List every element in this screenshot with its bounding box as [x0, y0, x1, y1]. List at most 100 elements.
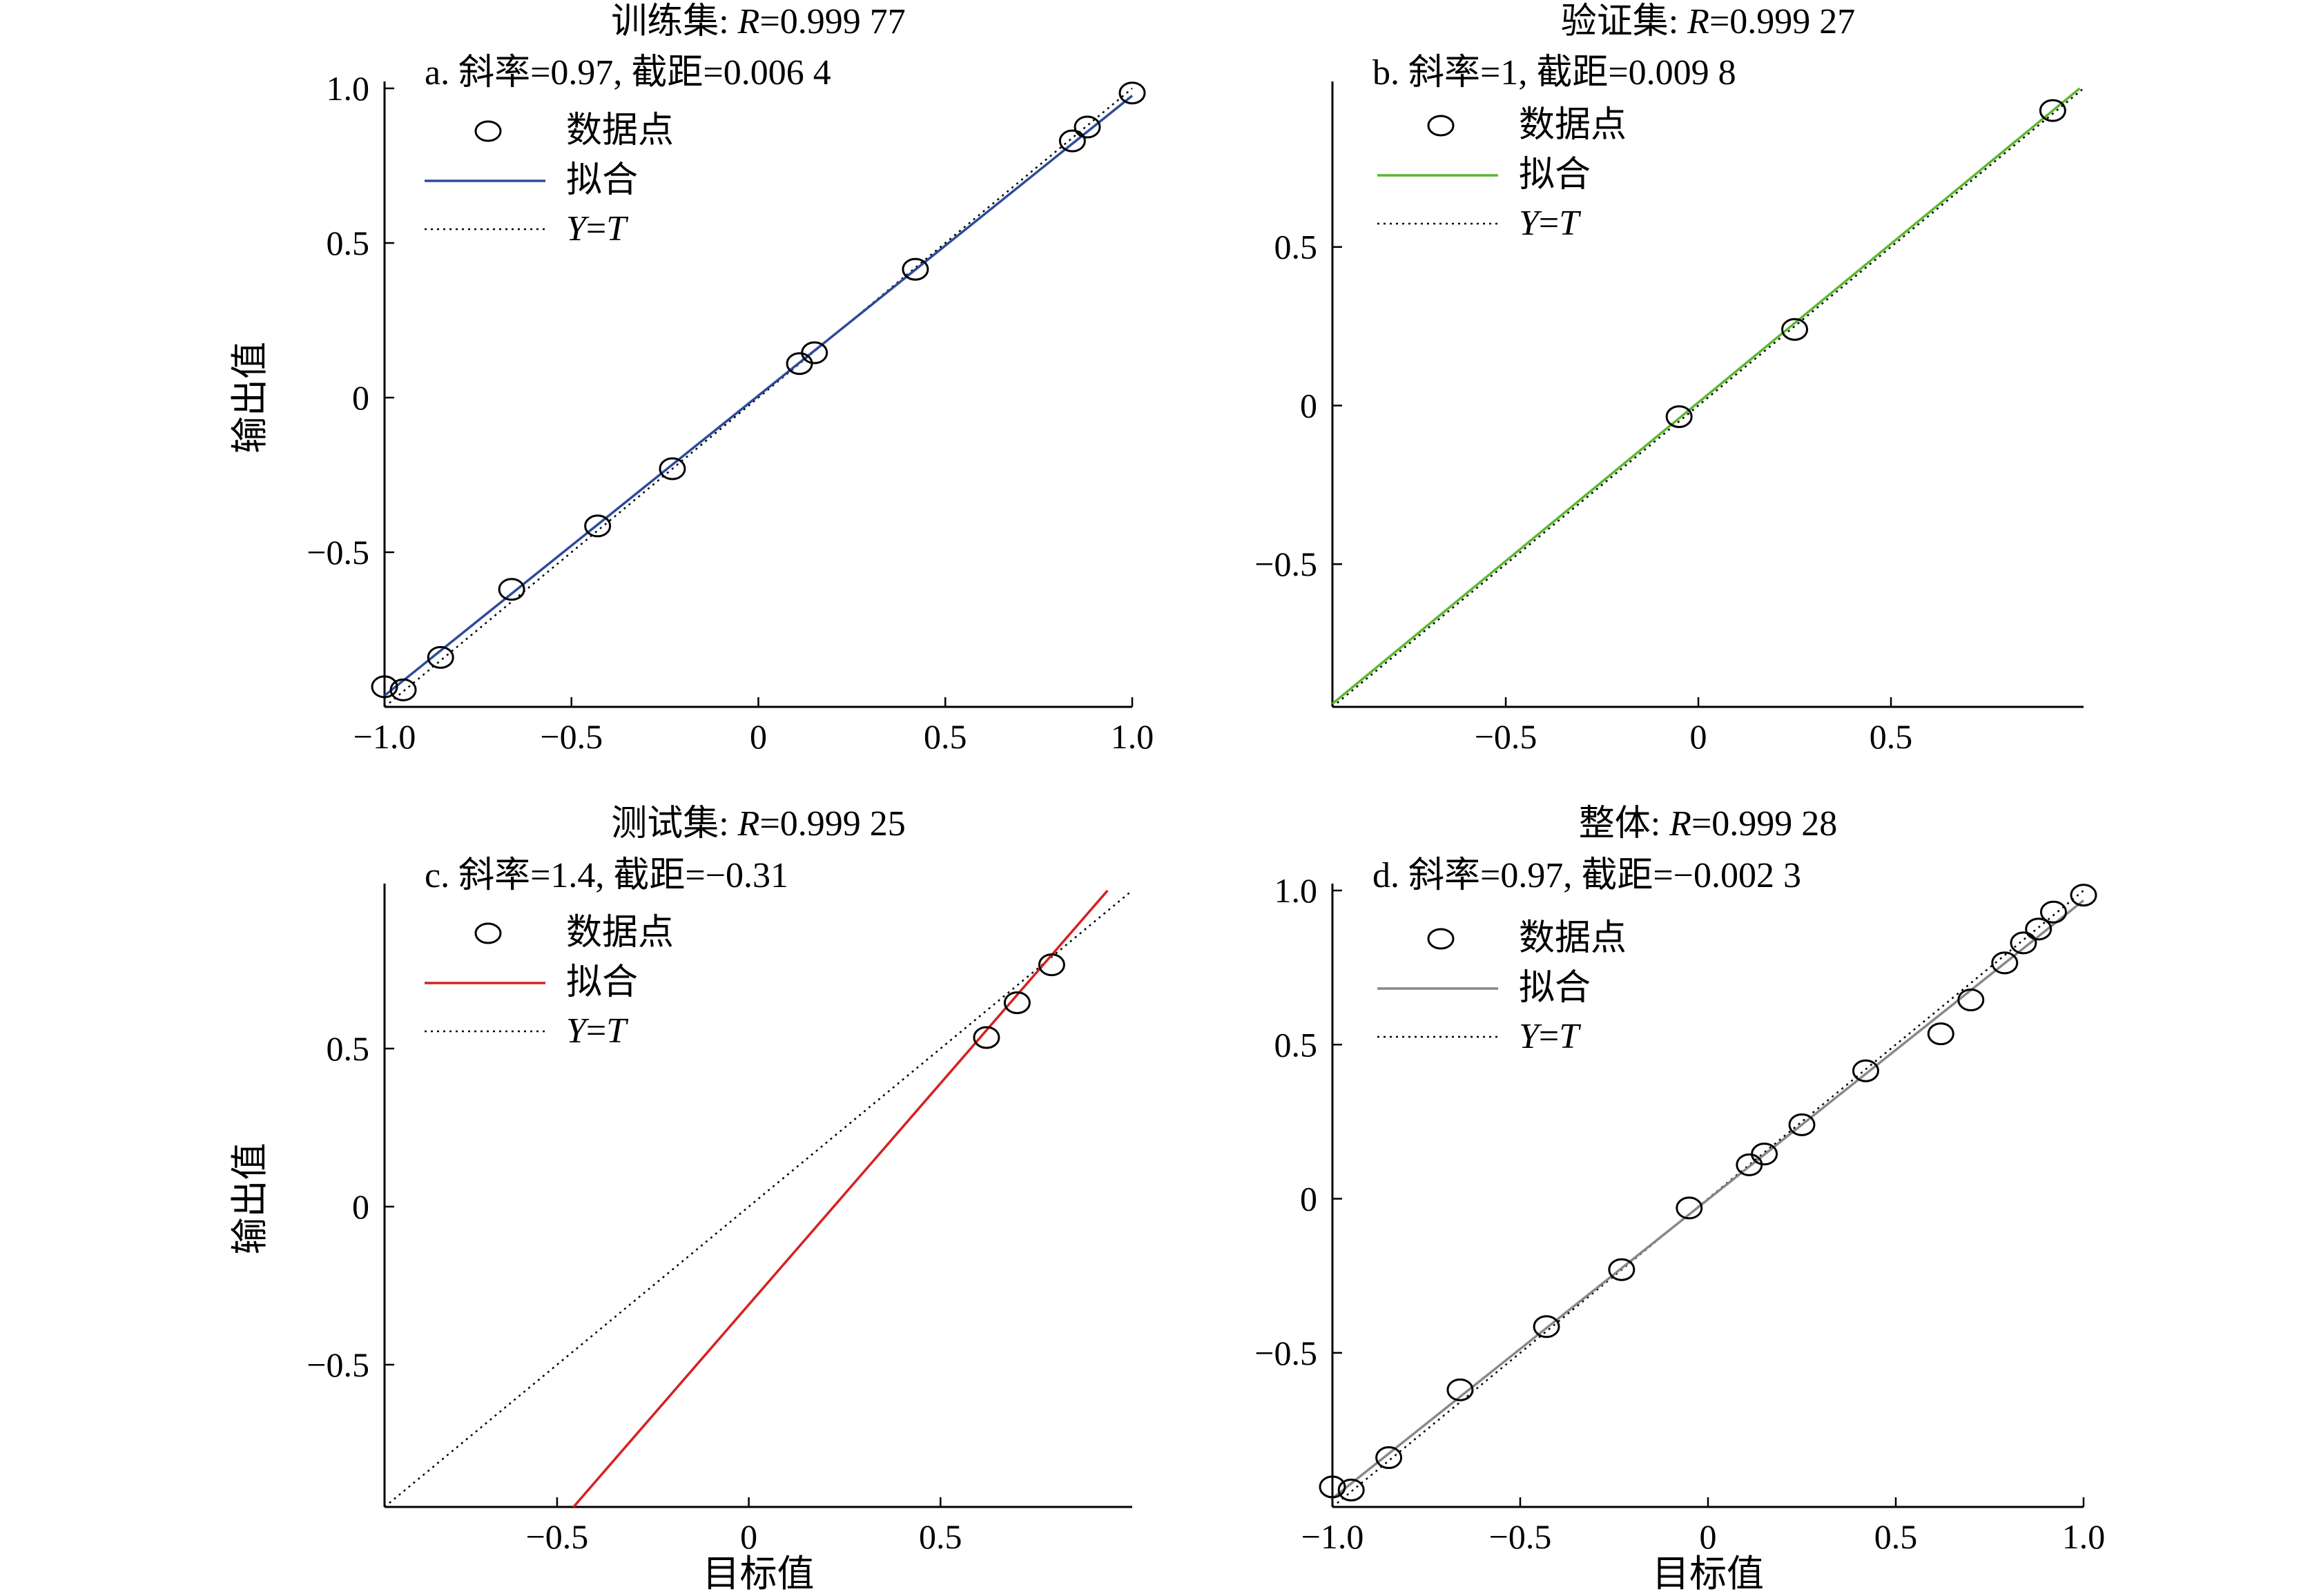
legend-label-points: 数据点 [566, 111, 674, 150]
legend-marker-points [474, 120, 502, 142]
x-axis-label: 目标值 [1652, 1553, 1764, 1593]
legend-label-points: 数据点 [566, 913, 674, 953]
legend-label-identity: Y=T [566, 209, 628, 249]
y-axis-label: 输出值 [229, 1143, 271, 1255]
data-point [1788, 1113, 1816, 1136]
data-point [1074, 115, 1101, 139]
data-point [1058, 129, 1086, 153]
data-point [2025, 917, 2052, 941]
data-point [1957, 989, 1985, 1012]
legend-label-fit: 拟合 [566, 161, 638, 200]
x-tick-label: −1.0 [353, 717, 416, 756]
data-point [1337, 1478, 1365, 1501]
y-tick-label: 0 [352, 378, 369, 417]
x-tick-label: −0.5 [1489, 1517, 1552, 1556]
legend-label-points: 数据点 [1519, 106, 1627, 145]
fit-annotation: a. 斜率=0.97, 截距=0.006 4 [425, 53, 831, 93]
data-point [1319, 1475, 1346, 1499]
data-point [427, 645, 454, 669]
y-tick-label: 0.5 [1274, 1025, 1318, 1064]
y-tick-label: −0.5 [1254, 1334, 1317, 1372]
x-tick-label: −1.0 [1301, 1517, 1364, 1556]
y-tick-label: −0.5 [307, 1345, 369, 1384]
x-tick-label: 0.5 [924, 717, 967, 756]
fit-annotation: d. 斜率=0.97, 截距=−0.002 3 [1372, 856, 1801, 895]
data-point [1736, 1153, 1763, 1176]
data-point [1533, 1315, 1560, 1339]
y-tick-label: 1.0 [327, 69, 370, 108]
x-tick-label: −0.5 [540, 717, 603, 756]
y-tick-label: 0 [352, 1187, 369, 1226]
x-tick-label: 0.5 [1870, 717, 1913, 756]
x-tick-label: 1.0 [2062, 1517, 2106, 1556]
panel-c: 测试集: R=0.999 25 c. 斜率=1.4, 截距=−0.31 −0.5 0 0… [229, 804, 1133, 1595]
data-point [801, 341, 828, 364]
fit-annotation: b. 斜率=1, 截距=0.009 8 [1372, 53, 1736, 93]
data-point [371, 675, 398, 699]
data-point [1852, 1059, 1879, 1082]
panel-d: 整体: R=0.999 28 d. 斜率=0.97, 截距=−0.002 3 −1.… [1254, 804, 2106, 1595]
y-axis-label: 输出值 [229, 342, 271, 454]
data-point [1751, 1142, 1778, 1166]
data-point [2039, 900, 2067, 924]
x-tick-label: 0 [750, 717, 767, 756]
x-tick-label: 1.0 [1111, 717, 1154, 756]
panel-title: 训练集: R=0.999 77 [611, 2, 906, 41]
y-tick-label: 0.5 [327, 1029, 370, 1068]
legend-marker-points [1427, 115, 1455, 137]
x-tick-label: 0 [740, 1517, 757, 1556]
legend-label-identity: Y=T [1519, 1017, 1581, 1056]
panel-title: 整体: R=0.999 28 [1579, 804, 1838, 844]
fit-annotation: c. 斜率=1.4, 截距=−0.31 [425, 856, 788, 895]
y-tick-label: −0.5 [307, 533, 369, 572]
legend-label-fit: 拟合 [1519, 155, 1591, 195]
data-point [1676, 1196, 1703, 1220]
data-point [2010, 931, 2037, 955]
data-point [1927, 1022, 1954, 1046]
fit-line [383, 95, 1134, 697]
panel-title: 测试集: R=0.999 25 [611, 804, 906, 844]
data-point [973, 1026, 1000, 1049]
y-tick-label: 0.5 [327, 224, 370, 262]
panel-b: 验证集: R=0.999 27 b. 斜率=1, 截距=0.009 8 −0.5 0 0… [1254, 2, 2084, 756]
y-tick-label: 0.5 [1274, 228, 1318, 266]
x-tick-label: −0.5 [1475, 717, 1537, 756]
y-tick-label: 0 [1300, 386, 1317, 425]
data-point [1375, 1446, 1403, 1470]
data-point [1781, 318, 1809, 341]
legend-label-fit: 拟合 [1519, 969, 1591, 1008]
data-point [1608, 1258, 1636, 1281]
x-tick-label: −0.5 [526, 1517, 589, 1556]
legend-label-identity: Y=T [1519, 204, 1581, 243]
data-point [1118, 81, 1146, 105]
data-point [1003, 991, 1031, 1015]
x-axis-label: 目标值 [703, 1553, 815, 1593]
data-point [1446, 1378, 1474, 1401]
data-point [659, 457, 686, 480]
panel-a: 训练集: R=0.999 77 a. 斜率=0.97, 截距=0.006 4 −1.… [229, 2, 1154, 756]
panel-title: 验证集: R=0.999 27 [1561, 2, 1856, 41]
data-point [1991, 951, 2019, 975]
legend-label-points: 数据点 [1519, 919, 1627, 958]
data-point [584, 514, 612, 538]
x-tick-label: 0.5 [919, 1517, 962, 1556]
legend-marker-points [1427, 928, 1455, 950]
data-point [902, 257, 929, 281]
data-point [1665, 405, 1693, 429]
data-point [2039, 99, 2066, 122]
identity-line [1332, 88, 2084, 708]
x-tick-label: 0 [1690, 717, 1707, 756]
y-tick-label: −0.5 [1254, 545, 1317, 583]
legend-marker-points [474, 922, 502, 944]
fit-line [1331, 87, 2081, 705]
x-tick-label: 0 [1700, 1517, 1717, 1556]
fit-line [572, 889, 1109, 1508]
y-tick-label: 1.0 [1274, 871, 1318, 910]
data-point [2070, 884, 2097, 907]
legend-label-identity: Y=T [566, 1011, 628, 1051]
legend-label-fit: 拟合 [566, 963, 638, 1002]
identity-line [384, 88, 1133, 708]
data-point [389, 678, 417, 701]
